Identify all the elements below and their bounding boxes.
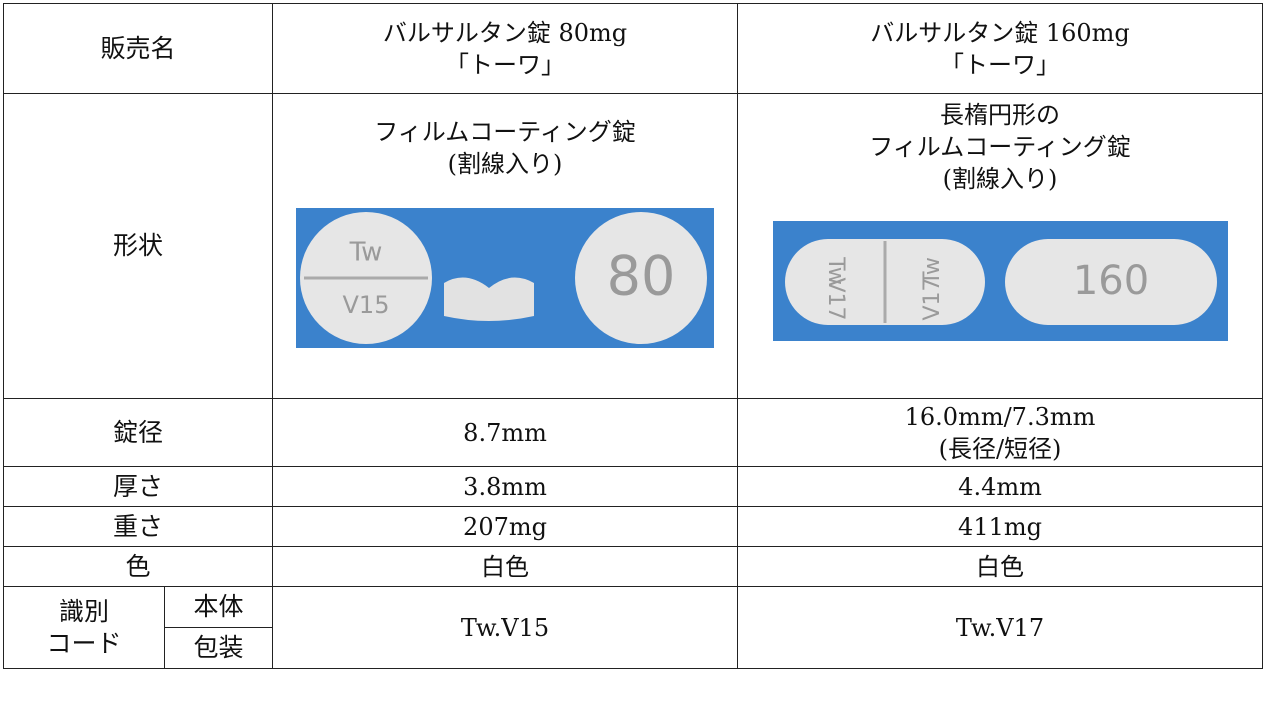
- row-label: 厚さ: [2, 466, 274, 507]
- row-label: 識別 コード: [3, 586, 165, 669]
- cell-line: バルサルタン錠 160mg: [870, 18, 1130, 47]
- cell-line: 白色: [976, 552, 1025, 581]
- cell-line: 8.7mm: [463, 418, 547, 447]
- spec-table: 販売名 バルサルタン錠 80mg 「トーワ」 バルサルタン錠 160mg 「トーワ」形状…: [2, 3, 1264, 669]
- table-row: 識別 コード 本体 Tw.V15 Tw.V17: [3, 586, 1264, 669]
- cell-line: 16.0mm/7.3mm: [904, 402, 1096, 431]
- tablet: [1004, 239, 1217, 325]
- cell-line: フィルムコーティング錠: [374, 118, 636, 146]
- cell-line: コード: [46, 628, 122, 658]
- cell: 長楕円形の フィルムコーティング錠 (割線入り) Tw V17 Tw V17 160: [737, 93, 1264, 399]
- table-row: 形状 フィルムコーティング錠 (割線入り) Tw V15 80 長楕円形の フィルムコーティン…: [2, 93, 1264, 399]
- table-row: 厚さ 3.8mm 4.4mm: [2, 466, 1264, 507]
- cell-line: 白色: [481, 552, 530, 581]
- imprint: V17: [920, 277, 945, 320]
- tablet-side: [444, 277, 535, 321]
- cell: 16.0mm/7.3mm (長径/短径): [737, 398, 1264, 467]
- cell-line: Tw.V15: [460, 613, 550, 642]
- row-sublabel: 包装: [163, 627, 274, 669]
- cell: 3.8mm: [272, 466, 739, 507]
- imprint: V15: [343, 291, 390, 319]
- imprint: V17: [823, 277, 848, 320]
- cell-line: 411mg: [958, 512, 1042, 541]
- cell: 207mg: [272, 506, 739, 547]
- table-row: 重さ 207mg 411mg: [2, 506, 1264, 547]
- cell-line: バルサルタン錠 80mg: [382, 18, 628, 47]
- cell: 白色: [272, 546, 739, 587]
- cell-line: 207mg: [463, 512, 547, 541]
- table-row: 包装: [4, 627, 1263, 669]
- cell-line: 「トーワ」: [940, 50, 1061, 79]
- row-label: 錠径: [2, 398, 274, 467]
- cell: Tw.V17: [737, 586, 1264, 669]
- imprint: Tw: [920, 257, 945, 286]
- page: 販売名 バルサルタン錠 80mg 「トーワ」 バルサルタン錠 160mg 「トーワ」形状…: [0, 3, 1271, 713]
- imprint: Tw: [823, 256, 848, 285]
- cell: フィルムコーティング錠 (割線入り) Tw V15 80: [272, 93, 739, 399]
- cell: 411mg: [737, 506, 1264, 547]
- tablet: [575, 212, 708, 344]
- imprint: Tw: [349, 238, 383, 268]
- cell-line: フィルムコーティング錠: [869, 133, 1131, 161]
- cell-line: 長楕円形の: [940, 101, 1061, 129]
- row-sublabel: 本体: [163, 586, 274, 628]
- row-label: 形状: [2, 93, 274, 399]
- imprint: 80: [607, 245, 676, 308]
- cell-line: Tw.V17: [955, 613, 1045, 642]
- cell-line: 識別: [58, 596, 109, 626]
- row-label: 重さ: [2, 506, 274, 547]
- cell: 4.4mm: [737, 466, 1264, 507]
- cell-line: (割線入り): [447, 150, 563, 178]
- cell: 8.7mm: [272, 398, 739, 467]
- tablet-photo: Tw V15 80: [296, 208, 715, 348]
- cell: バルサルタン錠 160mg 「トーワ」: [737, 3, 1264, 94]
- table-row: 販売名 バルサルタン錠 80mg 「トーワ」 バルサルタン錠 160mg 「トーワ」: [2, 3, 1264, 94]
- table-row: 錠径 8.7mm 16.0mm/7.3mm (長径/短径): [2, 398, 1264, 467]
- cell: バルサルタン錠 80mg 「トーワ」: [272, 3, 739, 94]
- cell-line: 4.4mm: [958, 472, 1042, 501]
- cell-line: 「トーワ」: [445, 50, 566, 79]
- cell: Tw.V15: [272, 586, 739, 669]
- cell-line: (長径/短径): [938, 434, 1062, 463]
- table-row: 色 白色 白色: [2, 546, 1264, 587]
- imprint: 160: [1072, 258, 1148, 304]
- cell-line: 3.8mm: [463, 472, 547, 501]
- cell: 白色: [737, 546, 1264, 587]
- row-label: 色: [2, 546, 274, 587]
- row-label: 販売名: [2, 3, 274, 94]
- cell-line: (割線入り): [942, 165, 1058, 193]
